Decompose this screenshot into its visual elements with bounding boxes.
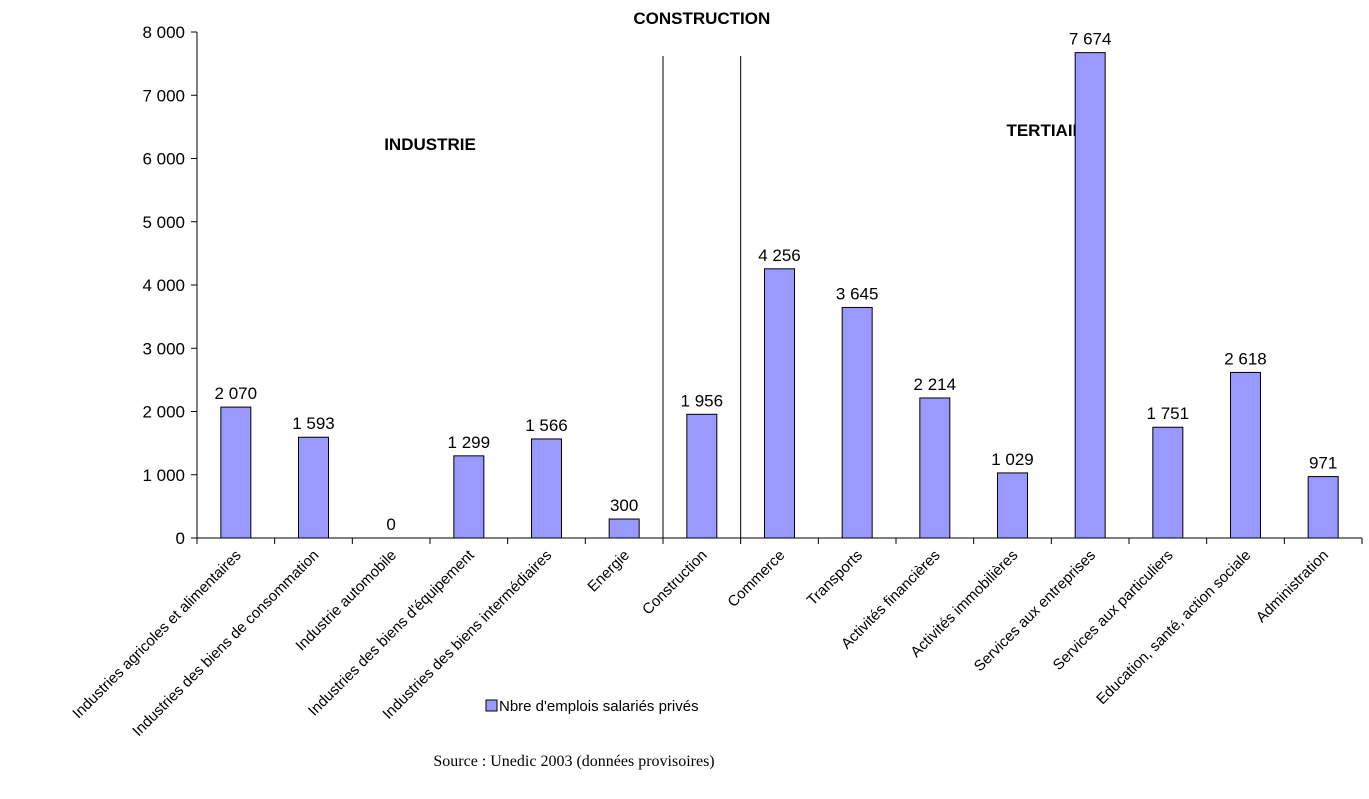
bar bbox=[1152, 426, 1184, 539]
bar bbox=[686, 413, 718, 539]
value-label: 1 299 bbox=[448, 433, 491, 452]
y-tick-label: 4 000 bbox=[142, 276, 185, 295]
value-label: 0 bbox=[386, 515, 395, 534]
value-label: 3 645 bbox=[836, 284, 879, 303]
category-label: Commerce bbox=[724, 547, 788, 611]
bar bbox=[220, 406, 252, 539]
y-tick-label: 3 000 bbox=[142, 339, 185, 358]
category-label: Energie bbox=[584, 547, 633, 596]
y-tick-label: 6 000 bbox=[142, 150, 185, 169]
value-label: 300 bbox=[610, 496, 638, 515]
bar bbox=[997, 472, 1028, 539]
bar bbox=[1307, 476, 1339, 539]
legend-swatch bbox=[485, 699, 498, 712]
value-label: 2 214 bbox=[914, 375, 957, 394]
bar bbox=[298, 436, 329, 539]
category-label: Education, santé, action sociale bbox=[1093, 547, 1254, 708]
category-label: Construction bbox=[639, 547, 711, 619]
y-tick-label: 0 bbox=[176, 529, 185, 548]
category-label: Transports bbox=[804, 547, 866, 609]
bar bbox=[841, 306, 873, 539]
bar bbox=[453, 455, 485, 539]
value-label: 1 956 bbox=[681, 391, 724, 410]
section-label: TERTIAIRE bbox=[1006, 121, 1096, 140]
category-label: Industries des biens intermédiaires bbox=[379, 547, 555, 723]
value-label: 1 751 bbox=[1147, 404, 1190, 423]
y-tick-label: 5 000 bbox=[142, 213, 185, 232]
value-label: 1 566 bbox=[525, 416, 568, 435]
bar bbox=[608, 518, 640, 539]
value-label: 2 070 bbox=[215, 384, 258, 403]
bar bbox=[764, 268, 795, 539]
category-label: Industries agricoles et alimentaires bbox=[69, 547, 244, 722]
legend-label: Nbre d'emplois salariés privés bbox=[499, 698, 699, 715]
bar bbox=[919, 397, 951, 539]
section-label: CONSTRUCTION bbox=[633, 9, 770, 28]
bar bbox=[1074, 52, 1106, 539]
value-label: 7 674 bbox=[1069, 30, 1112, 49]
y-tick-label: 8 000 bbox=[142, 23, 185, 42]
bar bbox=[1230, 371, 1261, 539]
section-label: INDUSTRIE bbox=[384, 135, 476, 154]
source-note: Source : Unedic 2003 (données provisoire… bbox=[433, 753, 714, 770]
bar bbox=[531, 438, 562, 539]
y-tick-label: 7 000 bbox=[142, 86, 185, 105]
y-tick-label: 2 000 bbox=[142, 403, 185, 422]
category-label: Administration bbox=[1253, 547, 1332, 626]
value-label: 971 bbox=[1309, 454, 1337, 473]
value-label: 2 618 bbox=[1224, 349, 1267, 368]
value-label: 1 029 bbox=[991, 450, 1034, 469]
category-label: Industries des biens d'équipement bbox=[305, 546, 478, 719]
y-tick-label: 1 000 bbox=[142, 466, 185, 485]
value-label: 1 593 bbox=[292, 414, 335, 433]
value-label: 4 256 bbox=[758, 246, 801, 265]
